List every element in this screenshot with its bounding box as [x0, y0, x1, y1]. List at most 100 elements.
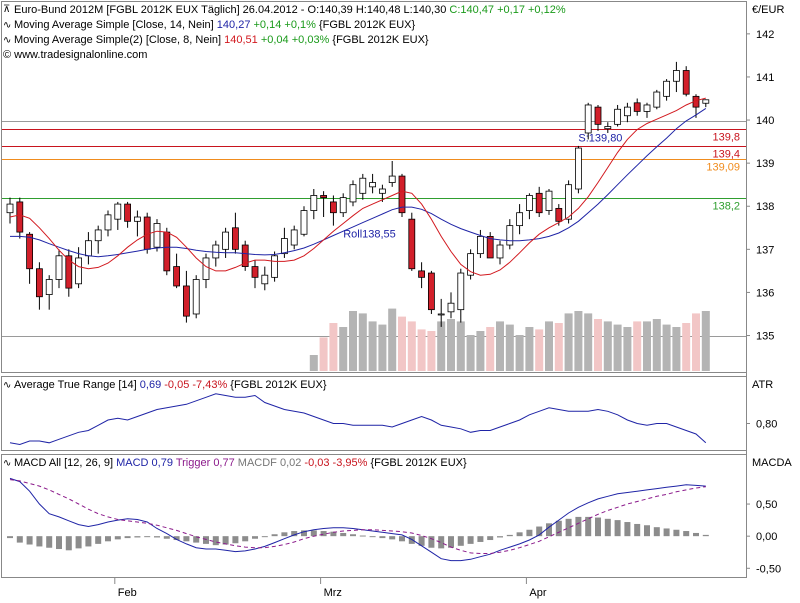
macd-histogram-bar [546, 523, 552, 537]
volume-bar [672, 327, 681, 371]
date-label: Mrz [324, 587, 342, 599]
macd-histogram-bar [467, 536, 474, 544]
candle-body [192, 279, 200, 315]
candle-body [339, 197, 347, 214]
price-tick-label: 140 [756, 115, 774, 127]
volume-bar [378, 324, 387, 371]
candle-body [133, 216, 141, 222]
macd-histogram-bar [477, 536, 484, 542]
candle-body [388, 175, 396, 183]
macd-histogram-bar [232, 536, 239, 544]
macd-histogram-bar [320, 531, 327, 537]
macd-histogram-bar [379, 536, 386, 539]
candle-body [643, 104, 651, 112]
macd-histogram-bar [683, 531, 690, 537]
candle-body [202, 257, 210, 280]
volume-bar [535, 329, 544, 371]
volume-bar [417, 329, 426, 371]
macd-histogram-bar [408, 536, 415, 544]
price-tick-label: 135 [756, 331, 774, 343]
volume-bar [682, 323, 691, 371]
volume-bar [329, 323, 338, 371]
ma2-suffix: {FGBL 2012K EUX} [329, 34, 429, 46]
macd-histogram-bar [105, 536, 111, 542]
macd-histogram-bar [134, 536, 141, 538]
macd-histogram-bar [75, 536, 82, 549]
volume-bar [368, 321, 377, 371]
trigger-value: Trigger 0,77 [173, 457, 235, 469]
volume-bar [505, 324, 514, 371]
macd-histogram-bar [565, 518, 572, 537]
macd-tick-label: -0,50 [756, 563, 781, 575]
instrument-title: Euro-Bund 2012M [FGBL 2012K EUX Täglich]… [14, 4, 308, 16]
candle-body [16, 201, 24, 233]
macd-histogram-bar [487, 536, 494, 541]
macd-histogram-bar [418, 536, 425, 546]
candle-body [173, 266, 181, 287]
atr-tick-label: 0,80 [756, 419, 777, 431]
line-series-icon[interactable]: ∿ [3, 20, 11, 31]
candle-body [555, 207, 563, 222]
price-tick-label: 137 [756, 244, 774, 256]
candle-body [320, 195, 328, 199]
candle-body [329, 201, 337, 214]
level-label: 139,09 [706, 162, 740, 174]
candle-body [702, 99, 710, 104]
volume-bar [603, 321, 612, 371]
volume-bar [643, 321, 651, 371]
macd-histogram-bar [163, 536, 170, 539]
macd-histogram-bar [663, 528, 670, 537]
atr-label: Average True Range [14] [14, 379, 140, 391]
line-series-icon[interactable]: ∿ [3, 380, 11, 391]
macd-histogram-bar [124, 536, 131, 539]
macd-tick-label: 0,50 [756, 499, 777, 511]
macd-histogram-bar [448, 536, 454, 548]
candle-body [633, 102, 641, 112]
line-series-icon[interactable]: ∿ [3, 35, 11, 46]
candle-body [506, 225, 514, 246]
candle-body [349, 184, 357, 203]
candle-body [359, 177, 367, 194]
macd-histogram-bar [614, 520, 621, 537]
macd-histogram-bar [271, 534, 278, 537]
macd-histogram-bar [585, 516, 592, 537]
annotation-label: Roll138,55 [343, 228, 396, 240]
macd-histogram-bar [536, 526, 543, 537]
atr-axis-title: ATR [752, 379, 773, 391]
macd-histogram-bar [252, 536, 258, 539]
macd-histogram-bar [281, 532, 288, 537]
candle-body [231, 227, 239, 250]
ma1-value: 140,27 [217, 19, 251, 31]
candle-body [545, 190, 553, 211]
candle-body [427, 272, 435, 311]
macd-panel[interactable] [1, 454, 747, 578]
candle-body [486, 236, 494, 259]
line-series-icon[interactable]: ∿ [3, 458, 11, 469]
candle-body [437, 313, 445, 316]
candle-body [673, 70, 680, 82]
atr-panel[interactable] [1, 376, 747, 451]
candle-body [212, 244, 220, 259]
candle-body [624, 106, 631, 117]
volume-bar [662, 324, 671, 371]
macd-histogram-bar [36, 536, 43, 547]
copyright-text[interactable]: © www.tradesignalonline.com [3, 49, 147, 61]
macd-histogram-bar [634, 523, 641, 537]
volume-bar [652, 319, 661, 371]
macd-suffix: {FGBL 2012K EUX} [367, 457, 467, 469]
candle-body [594, 106, 602, 125]
macd-histogram-bar [114, 536, 121, 540]
volume-bar [594, 319, 602, 371]
candle-body [26, 233, 34, 270]
macd-histogram-bar [673, 529, 680, 537]
candle-body [653, 91, 661, 108]
candle-body [457, 272, 465, 311]
macd-histogram-bar [340, 532, 347, 537]
atr-line [9, 393, 707, 446]
volume-bar [476, 331, 485, 371]
volume-bar [496, 321, 504, 371]
macd-histogram-bar [457, 536, 464, 546]
atr-suffix: {FGBL 2012K EUX} [227, 379, 327, 391]
chevron-up-icon[interactable]: ⊼ [3, 4, 10, 15]
